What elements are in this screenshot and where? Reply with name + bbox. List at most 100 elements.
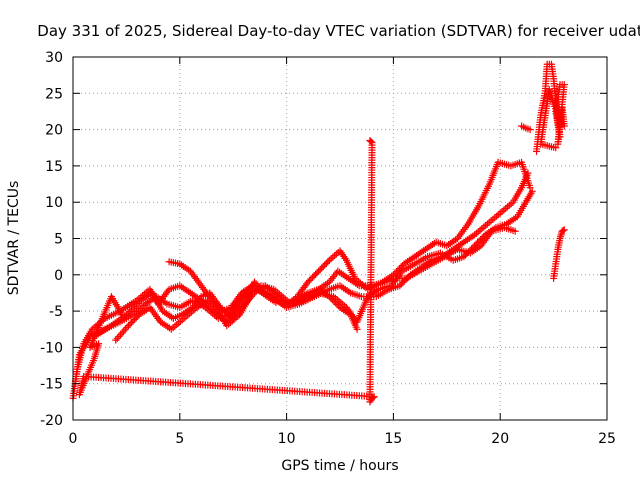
data-point: [502, 204, 510, 212]
data-point: [526, 184, 534, 192]
data-point: [112, 336, 120, 344]
data-point: [128, 319, 136, 327]
data-point: [331, 299, 339, 307]
grid-lines: [73, 57, 607, 420]
series-track-F: [293, 285, 361, 333]
data-point: [318, 264, 326, 272]
data-point: [115, 333, 123, 341]
data-point: [489, 215, 497, 223]
data-point: [169, 324, 177, 332]
data-point: [528, 187, 536, 195]
data-point: [215, 304, 223, 312]
data-point: [491, 214, 499, 222]
data-point: [367, 138, 375, 146]
data-point: [307, 275, 315, 283]
data-point: [331, 252, 339, 260]
data-point: [494, 211, 502, 219]
y-tick-label: 0: [54, 268, 63, 284]
y-tick-label: -20: [40, 413, 63, 429]
data-point: [552, 144, 560, 152]
data-point: [396, 282, 404, 290]
data-point: [131, 303, 139, 311]
data-point: [113, 334, 121, 342]
data-point: [325, 293, 333, 301]
y-tick-label: 25: [45, 86, 63, 102]
data-point: [369, 393, 377, 401]
data-point: [117, 331, 125, 339]
data-series: [69, 60, 568, 406]
data-point: [324, 258, 332, 266]
data-point: [478, 225, 486, 233]
data-point: [496, 209, 504, 217]
data-point: [321, 261, 329, 269]
data-point: [487, 217, 495, 225]
data-point: [482, 222, 490, 230]
data-point: [315, 267, 323, 275]
data-point: [507, 200, 515, 208]
data-point: [330, 297, 338, 305]
data-point: [175, 319, 183, 327]
axis-ticks: 0 5 10 15 20 25 -20 -15 -10 -5 0 5 10 15 20 25 30: [40, 50, 616, 447]
x-tick-label: 20: [491, 431, 509, 447]
data-point: [480, 223, 488, 231]
data-point: [120, 327, 128, 335]
data-point: [485, 218, 493, 226]
y-axis-label: SDTVAR / TECUs: [6, 181, 22, 296]
data-point: [397, 263, 405, 271]
data-point: [328, 296, 336, 304]
data-point: [474, 228, 482, 236]
data-point: [333, 300, 341, 308]
x-tick-label: 5: [175, 431, 184, 447]
y-tick-label: -10: [40, 340, 63, 356]
y-tick-label: 30: [45, 50, 63, 66]
data-point: [511, 227, 519, 235]
data-point: [560, 226, 568, 234]
data-point: [304, 278, 312, 286]
data-point: [118, 311, 126, 319]
data-point: [397, 280, 405, 288]
y-tick-label: 20: [45, 123, 63, 139]
data-point: [322, 259, 330, 267]
x-tick-label: 10: [278, 431, 296, 447]
y-tick-label: -15: [40, 377, 63, 393]
x-tick-label: 15: [384, 431, 402, 447]
data-point: [327, 255, 335, 263]
series-track-I: [550, 226, 568, 282]
data-point: [353, 325, 361, 333]
data-point: [173, 321, 181, 329]
data-point: [126, 320, 134, 328]
data-point: [559, 227, 567, 235]
data-point: [493, 212, 501, 220]
data-point: [332, 250, 340, 258]
data-point: [498, 208, 506, 216]
data-point: [526, 126, 534, 134]
data-point: [500, 206, 508, 214]
data-point: [209, 298, 217, 306]
series-track-E: [165, 258, 280, 315]
data-point: [127, 306, 135, 314]
series-track-G: [533, 60, 568, 155]
data-point: [319, 263, 327, 271]
y-tick-label: -5: [49, 304, 63, 320]
data-point: [121, 325, 129, 333]
chart-title: Day 331 of 2025, Sidereal Day-to-day VTE…: [37, 22, 640, 40]
data-point: [310, 272, 318, 280]
data-point: [309, 273, 317, 281]
data-point: [132, 301, 140, 309]
data-point: [124, 309, 132, 317]
data-point: [312, 270, 320, 278]
data-point: [131, 315, 139, 323]
data-point: [329, 253, 337, 261]
y-tick-label: 5: [54, 232, 63, 248]
data-point: [316, 266, 324, 274]
data-point: [524, 169, 532, 177]
data-point: [132, 314, 140, 322]
data-point: [129, 304, 137, 312]
data-point: [123, 323, 131, 331]
data-point: [313, 269, 321, 277]
data-point: [504, 203, 512, 211]
data-point: [272, 298, 280, 306]
series-track-J: [75, 136, 378, 406]
data-point: [325, 256, 333, 264]
